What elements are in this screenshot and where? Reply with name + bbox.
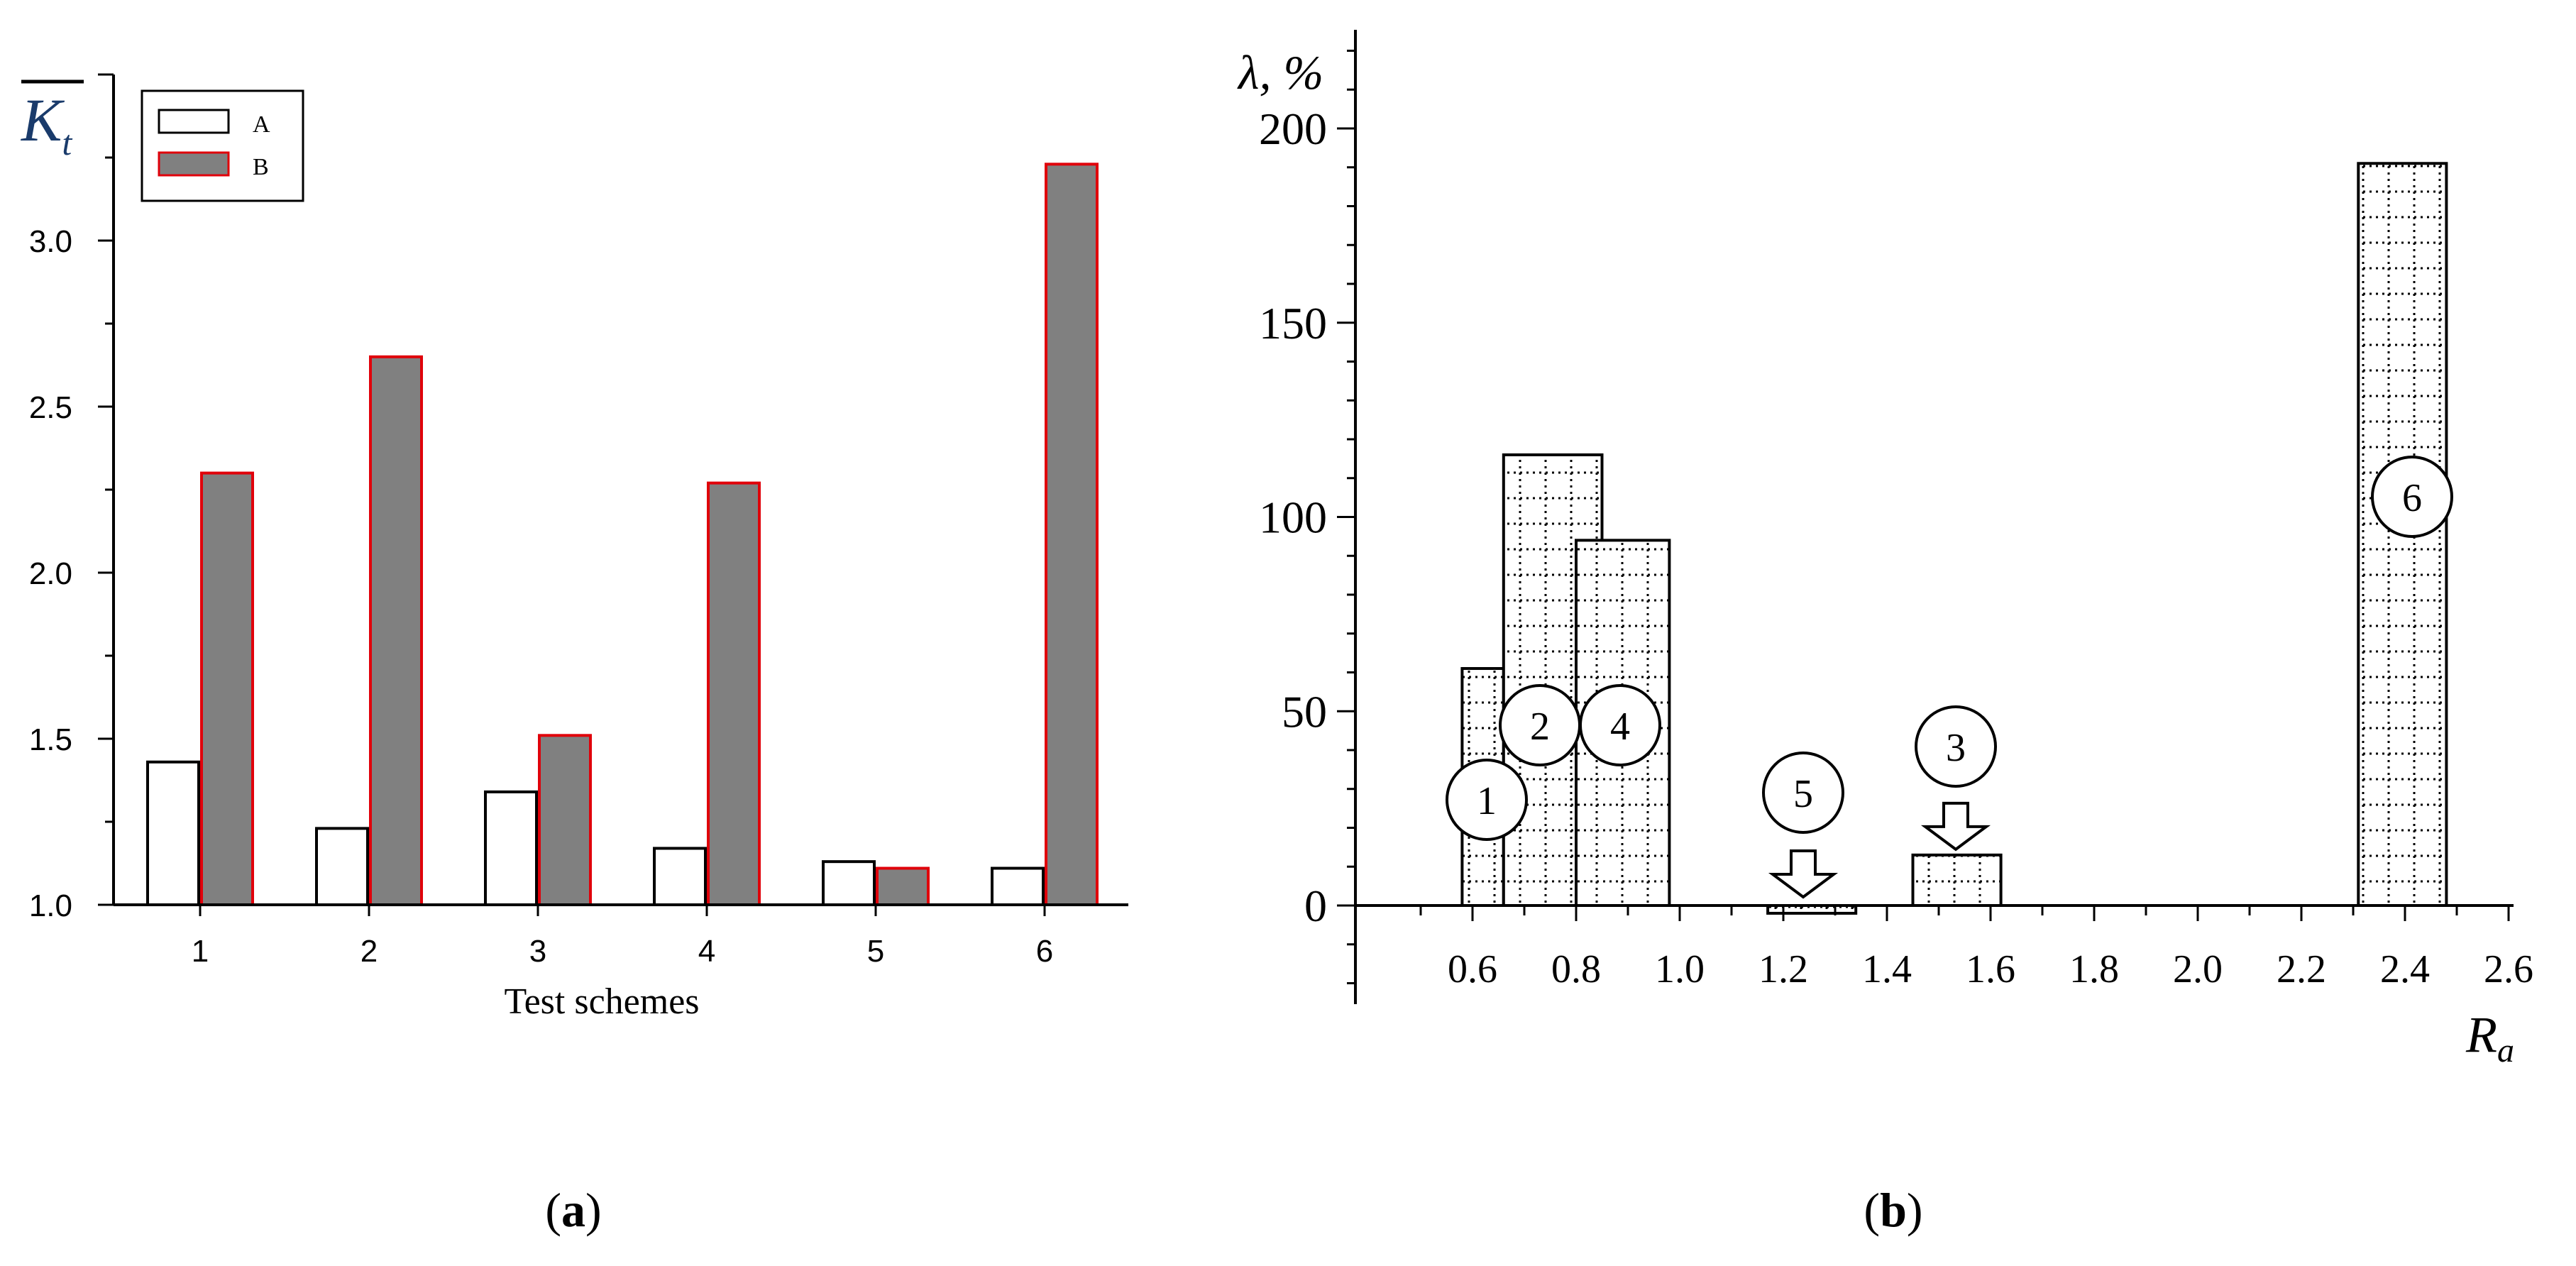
chart-b: 0.6 0.8 1.0 1.2 1.4 1.6 1.8 2.0 2.2 2.4 2.6 0 50 100 1… [1237, 30, 2533, 1237]
a-legend-label-a: A [253, 111, 270, 138]
a-x-tick-label: 1 [192, 934, 209, 969]
b-y-tick-label: 0 [1304, 881, 1327, 931]
b-bar-label-2: 2 [1530, 705, 1550, 749]
a-bar-b-3 [538, 734, 592, 906]
b-x-axis-label: Ra [2465, 1006, 2514, 1069]
b-arrow-3 [1920, 801, 1991, 852]
b-bar-label-circle-6 [2371, 456, 2453, 538]
b-x-tick-label: 0.6 [1448, 947, 1497, 991]
a-bar-b-2 [369, 355, 423, 906]
b-bar-label-3: 3 [1946, 726, 1966, 770]
a-x-axis-label: Test schemes [504, 981, 699, 1022]
a-y-tick-label: 1.5 [29, 722, 72, 757]
b-y-tick-label: 200 [1259, 104, 1327, 154]
b-x-tick-label: 1.8 [2069, 947, 2119, 991]
b-y-tick-label: 50 [1282, 686, 1327, 737]
a-x-tick-label: 2 [360, 934, 378, 969]
a-y-tick-label: 3.0 [29, 224, 72, 259]
b-bar-label-6: 6 [2402, 476, 2422, 520]
b-x-tick-label: 1.2 [1758, 947, 1808, 991]
a-y-tick-label: 2.5 [29, 390, 72, 425]
b-bar-label-circle-4 [1579, 684, 1661, 766]
a-x-tick-label: 5 [867, 934, 884, 969]
b-x-tick-label: 2.0 [2173, 947, 2223, 991]
a-legend-swatch-b [158, 151, 230, 177]
b-x-tick-label: 0.8 [1551, 947, 1601, 991]
a-y-tick-label: 1.0 [29, 888, 72, 923]
a-legend: A B [141, 89, 304, 202]
a-bar-a-3 [484, 790, 538, 906]
a-bar-a-5 [822, 860, 876, 907]
a-bar-b-5 [876, 866, 930, 907]
b-arrow-5 [1768, 849, 1839, 899]
b-y-axis-label: λ, % [1237, 45, 1323, 99]
b-bar-label-1: 1 [1477, 779, 1497, 823]
a-bar-a-2 [315, 827, 369, 906]
b-panel-caption: (b) [1864, 1183, 1922, 1237]
a-x-tick-label: 4 [698, 934, 715, 969]
a-bar-b-1 [200, 471, 254, 906]
b-bar-3 [1911, 853, 2003, 907]
a-x-tick-label: 6 [1036, 934, 1053, 969]
chart-a: 1 2 3 4 5 6 1.0 1.5 2.0 2.5 3.0 Kt Test schemes A … [20, 73, 1128, 1237]
b-bar-label-circle-3 [1915, 705, 1997, 788]
a-bar-a-4 [653, 847, 707, 906]
b-x-tick-label: 2.2 [2277, 947, 2326, 991]
b-x-tick-label: 2.6 [2484, 947, 2533, 991]
a-legend-swatch-a [158, 109, 230, 134]
a-bar-b-4 [707, 481, 761, 906]
b-panel-letter: b [1880, 1183, 1907, 1237]
a-y-axis-label: Kt [20, 86, 72, 163]
a-x-tick-label: 3 [529, 934, 546, 969]
b-bar-label-4: 4 [1610, 705, 1630, 749]
b-x-tick-label: 2.4 [2380, 947, 2430, 991]
b-y-tick-label: 150 [1259, 298, 1327, 348]
a-legend-frame [141, 89, 304, 202]
a-y-tick-label: 2.0 [29, 556, 72, 591]
b-bar-label-circle-1 [1446, 759, 1528, 841]
a-bars-layer [146, 163, 1099, 907]
b-bar-label-circle-5 [1762, 752, 1844, 834]
a-bar-b-6 [1045, 163, 1099, 907]
a-legend-label-b: B [253, 154, 269, 180]
a-panel-letter: a [561, 1183, 585, 1237]
b-y-tick-label: 100 [1259, 492, 1327, 543]
a-bar-a-6 [991, 866, 1045, 907]
b-axes-layer: 0.6 0.8 1.0 1.2 1.4 1.6 1.8 2.0 2.2 2.4 2.6 0 50 100 1… [1259, 30, 2533, 1004]
a-panel-caption: (a) [545, 1183, 601, 1237]
b-x-tick-label: 1.0 [1655, 947, 1705, 991]
b-bar-label-5: 5 [1793, 772, 1813, 816]
b-bars-layer [1460, 162, 2448, 915]
a-bar-a-1 [146, 760, 200, 907]
a-axes-layer: 1 2 3 4 5 6 1.0 1.5 2.0 2.5 3.0 [29, 73, 1128, 969]
b-x-tick-label: 1.4 [1862, 947, 1912, 991]
b-x-tick-label: 1.6 [1966, 947, 2015, 991]
